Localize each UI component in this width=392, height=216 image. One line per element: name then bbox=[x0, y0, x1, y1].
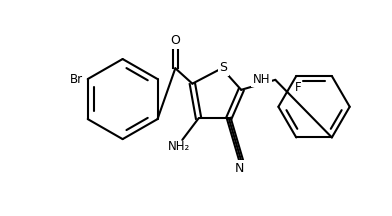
Text: Br: Br bbox=[70, 73, 83, 86]
Text: NH: NH bbox=[252, 73, 270, 86]
Text: NH₂: NH₂ bbox=[168, 140, 191, 153]
Text: F: F bbox=[294, 81, 301, 94]
Text: S: S bbox=[220, 61, 227, 74]
Text: N: N bbox=[235, 162, 244, 175]
Text: O: O bbox=[171, 34, 180, 47]
